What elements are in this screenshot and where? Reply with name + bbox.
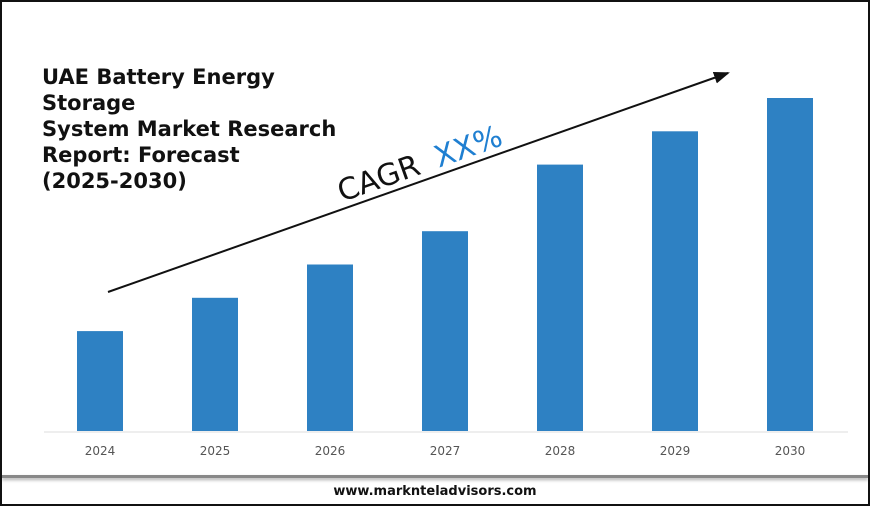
title-line: Report: Forecast bbox=[42, 143, 240, 167]
footer-divider bbox=[2, 475, 868, 478]
bar-2024 bbox=[77, 331, 123, 431]
bar-2029 bbox=[652, 131, 698, 432]
bar-2027 bbox=[422, 231, 468, 431]
bar-2028 bbox=[537, 164, 583, 431]
trend-arrow bbox=[107, 72, 730, 293]
bar-chart: 2024 2025 2026 2027 2028 2029 2030 CAGR XX% bbox=[44, 72, 848, 458]
x-tick-label: 2025 bbox=[200, 444, 231, 458]
cagr-label: CAGR bbox=[333, 148, 425, 209]
bar-2026 bbox=[307, 264, 353, 431]
title-line: System Market Research bbox=[42, 117, 337, 141]
bar-2025 bbox=[192, 297, 238, 431]
footer-url: www.marknteladvisors.com bbox=[333, 484, 537, 499]
x-tick-label: 2024 bbox=[85, 444, 116, 458]
bar-2030 bbox=[767, 98, 813, 431]
x-tick-label: 2027 bbox=[430, 444, 461, 458]
x-tick-label: 2026 bbox=[315, 444, 346, 458]
chart-title: UAE Battery Energy Storage System Market… bbox=[42, 64, 372, 194]
cagr-value: XX% bbox=[430, 119, 507, 175]
x-tick-label: 2028 bbox=[545, 444, 576, 458]
cagr-annotation: CAGR XX% bbox=[333, 119, 507, 209]
x-tick-label: 2029 bbox=[660, 444, 691, 458]
x-tick-label: 2030 bbox=[775, 444, 806, 458]
title-line: UAE Battery Energy Storage bbox=[42, 65, 275, 115]
title-line: (2025-2030) bbox=[42, 169, 187, 193]
